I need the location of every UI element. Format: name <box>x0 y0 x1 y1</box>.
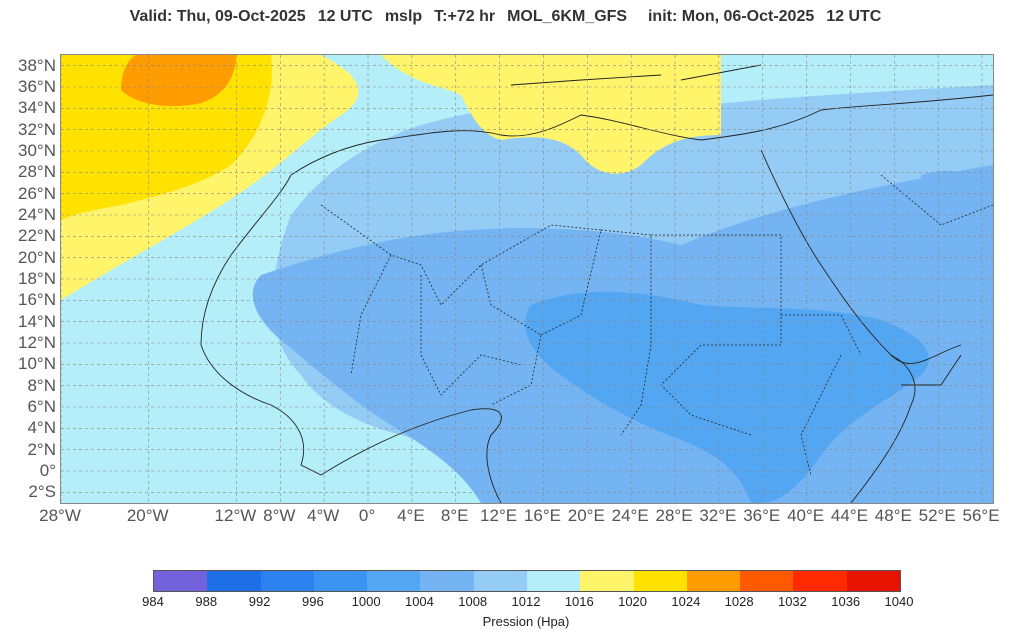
colorbar-tick: 1036 <box>831 594 861 609</box>
lon-label: 24°E <box>611 506 649 525</box>
lat-label: 26°N <box>18 183 56 203</box>
colorbar-tick: 1020 <box>618 594 648 609</box>
lon-label: 36°E <box>743 506 781 525</box>
field-1000 <box>525 291 929 503</box>
field-1024 <box>121 55 236 107</box>
lat-label: 28°N <box>18 162 56 182</box>
lead-time: T:+72 hr <box>434 8 496 25</box>
colorbar-swatch <box>740 571 794 591</box>
lon-label: 28°E <box>655 506 693 525</box>
lat-label: 10°N <box>18 354 56 374</box>
colorbar-swatch <box>313 571 368 591</box>
colorbar-swatch <box>793 571 847 591</box>
colorbar-swatch <box>526 571 581 591</box>
lon-label: 32°E <box>699 506 737 525</box>
lat-label: 4°N <box>27 418 56 438</box>
graticule <box>61 55 993 503</box>
lat-label: 2°S <box>28 482 56 502</box>
lat-label: 0° <box>39 461 56 480</box>
model-name: MOL_6KM_GFS <box>507 8 628 25</box>
lat-label: 18°N <box>18 269 56 288</box>
colorbar-tick: 1008 <box>458 594 488 609</box>
country-borders <box>320 174 993 476</box>
lat-label: 6°N <box>27 397 56 416</box>
field-1016-med <box>381 55 721 174</box>
colorbar-tick: 1032 <box>777 594 807 609</box>
colorbar-tick: 1028 <box>724 594 754 609</box>
colorbar-tick: 988 <box>195 594 218 609</box>
lat-label: 20°N <box>18 247 56 267</box>
lat-label: 8°N <box>27 375 56 395</box>
lon-label: 28°W <box>39 506 81 525</box>
lon-label: 12°W <box>214 506 257 525</box>
lat-label: 16°N <box>18 290 56 310</box>
colorbar-tick: 1040 <box>884 594 914 609</box>
pressure-map[interactable] <box>60 54 994 504</box>
field-1020 <box>61 55 272 220</box>
colorbar-swatch <box>633 571 687 591</box>
colorbar-tick: 992 <box>248 594 271 609</box>
map-title: Valid: Thu, 09-Oct-2025 12 UTC mslp T:+72 h… <box>0 8 1011 26</box>
lat-label: 2°N <box>27 439 56 459</box>
colorbar-swatch <box>846 571 900 591</box>
lon-label: 16°E <box>523 506 561 525</box>
colorbar-tick: 1004 <box>404 594 434 609</box>
lon-label: 44°E <box>830 506 868 525</box>
colorbar-swatch <box>207 571 261 591</box>
colorbar-swatch <box>420 571 474 591</box>
lat-label: 12°N <box>18 333 56 352</box>
colorbar-tick: 984 <box>142 594 164 609</box>
valid-date: Valid: Thu, 09-Oct-2025 <box>129 8 306 25</box>
valid-hour: 12 UTC <box>317 8 373 25</box>
colorbar-tick: 1012 <box>511 594 541 609</box>
lat-label: 38°N <box>18 55 56 75</box>
lon-label: 4°E <box>397 506 425 525</box>
lat-label: 36°N <box>18 77 56 96</box>
lat-label: 30°N <box>18 141 56 160</box>
lon-label: 52°E <box>918 506 956 525</box>
lat-label: 22°N <box>18 226 56 246</box>
colorbar-swatch <box>686 571 741 591</box>
lat-label: 14°N <box>18 311 56 331</box>
colorbar-swatch <box>473 571 527 591</box>
lon-label: 0° <box>358 506 376 525</box>
init-hour: 12 UTC <box>826 8 882 25</box>
pressure-field <box>61 55 993 503</box>
colorbar <box>153 570 901 592</box>
lon-label: 40°E <box>787 506 825 525</box>
colorbar-label: Pression (Hpa) <box>482 614 570 629</box>
colorbar-swatch <box>580 571 634 591</box>
lat-label: 24°N <box>18 205 56 224</box>
lon-label: 4°W <box>306 506 340 525</box>
colorbar-swatch <box>260 571 314 591</box>
colorbar-swatch <box>367 571 421 591</box>
colorbar-tick: 1024 <box>671 594 701 609</box>
colorbar-swatch <box>154 571 208 591</box>
colorbar-tick: 1000 <box>351 594 381 609</box>
lat-label: 32°N <box>18 119 56 139</box>
colorbar-tick: 1016 <box>564 594 594 609</box>
coastlines <box>200 64 993 503</box>
lon-label: 8°W <box>263 506 296 525</box>
lon-label: 12°E <box>480 506 518 525</box>
lat-label: 34°N <box>18 98 56 118</box>
variable-name: mslp <box>384 8 423 25</box>
lon-label: 20°W <box>126 506 169 525</box>
lon-label: 48°E <box>874 506 912 525</box>
init-date: init: Mon, 06-Oct-2025 <box>647 8 815 25</box>
lon-label: 20°E <box>567 506 605 525</box>
colorbar-tick: 996 <box>301 594 324 609</box>
lon-label: 8°E <box>440 506 469 525</box>
lon-label: 56°E <box>962 506 1000 525</box>
